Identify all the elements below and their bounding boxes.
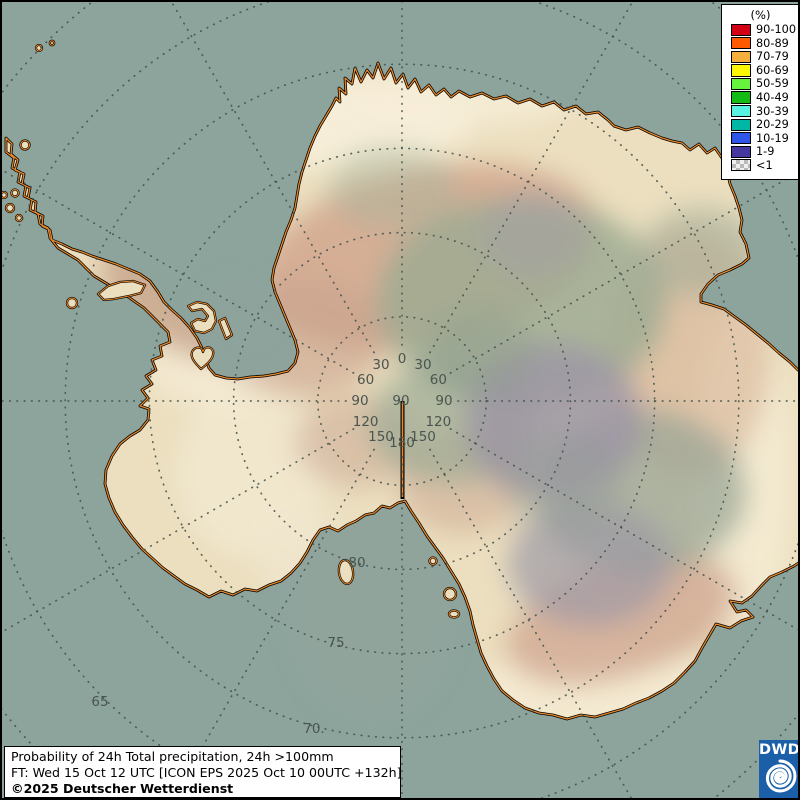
legend-swatch [731, 145, 751, 158]
meridian-line [429, 448, 633, 798]
info-forecast-time: FT: Wed 15 Oct 12 UTC [ICON EPS 2025 Oct… [11, 765, 402, 781]
legend-range-label: 20-29 [756, 118, 789, 132]
legend-entry: <1 [722, 158, 798, 172]
legend-range-label: 60-69 [756, 63, 789, 77]
meridian-line [449, 171, 798, 374]
meridian-line [170, 2, 375, 354]
sea-ice-tints [197, 282, 452, 712]
legend-range-label: 1-9 [756, 145, 775, 159]
legend-range-label: <1 [756, 158, 773, 172]
legend-swatch [731, 50, 751, 63]
dwd-logo: DWD [759, 740, 800, 798]
legend-entry: 80-89 [722, 36, 798, 51]
legend-swatch [731, 118, 751, 131]
info-copyright: ©2025 Deutscher Wetterdienst [11, 781, 234, 797]
legend-swatch [731, 37, 751, 50]
legend-range-label: 50-59 [756, 77, 789, 91]
legend-range-label: 30-39 [756, 104, 789, 118]
legend-title: (%) [750, 8, 771, 22]
legend-swatch [731, 159, 751, 172]
legend-swatch [731, 64, 751, 77]
legend-entry: 20-29 [722, 118, 798, 132]
legend-swatch [731, 104, 751, 118]
latitude-circle [64, 63, 740, 739]
legend-entry: 30-39 [722, 104, 798, 118]
legend-entry: 60-69 [722, 63, 798, 78]
legend-swatch [731, 132, 751, 145]
info-box: Probability of 24h Total precipitation, … [4, 746, 401, 798]
dwd-spiral-icon [765, 759, 796, 793]
legend-swatch [731, 77, 751, 91]
legend-range-label: 40-49 [756, 91, 789, 104]
legend-entry: 10-19 [722, 131, 798, 145]
legend-range-label: 90-100 [756, 23, 797, 37]
meridian-line [2, 169, 355, 374]
info-product-title: Probability of 24h Total precipitation, … [11, 749, 334, 764]
latitude-circle [232, 231, 572, 571]
legend-range-label: 70-79 [756, 50, 789, 64]
legend-entry: 70-79 [722, 50, 798, 64]
legend-entry: 50-59 [722, 77, 798, 91]
meridian-line [171, 448, 375, 798]
latitude-circle [316, 315, 488, 487]
legend-range-label: 10-19 [756, 131, 789, 145]
meridian-line [429, 2, 634, 354]
legend-range-label: 80-89 [756, 36, 789, 50]
meridian-line [2, 428, 355, 633]
legend-panel: (%) 90-100 80-89 70-79 60-69 50-59 40-49 30-39… [721, 4, 798, 180]
legend-swatch [731, 23, 751, 36]
legend-entry: 40-49 [722, 91, 798, 105]
legend-entry: 90-100 [722, 23, 798, 37]
meridian-line [449, 428, 798, 631]
legend-swatch [731, 91, 751, 104]
legend-entry: 1-9 [722, 145, 798, 159]
legend-rows: 90-100 80-89 70-79 60-69 50-59 40-49 30-39 20-2… [722, 23, 798, 172]
dwd-logo-text: DWD [759, 742, 800, 758]
